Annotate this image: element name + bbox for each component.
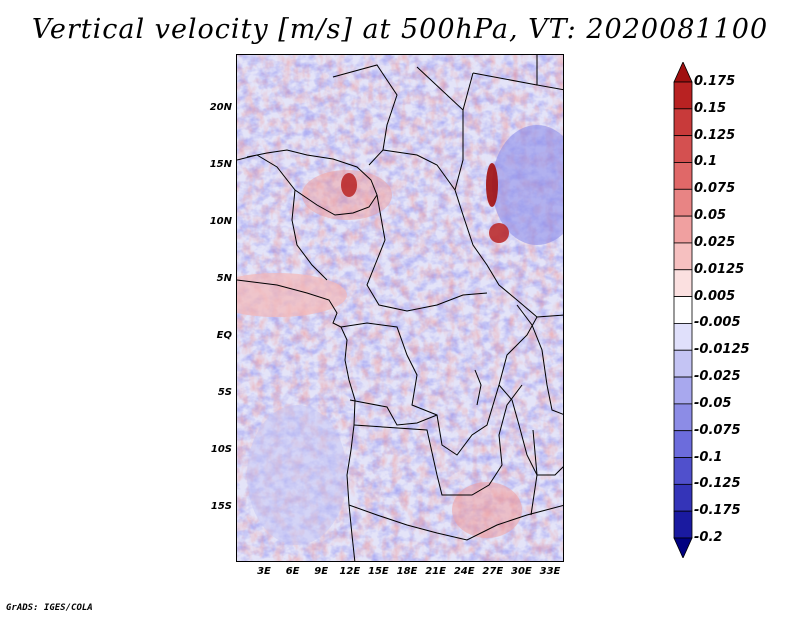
border-line: [291, 189, 328, 281]
colorbar-bottom-arrow: [673, 537, 693, 558]
ethiopia-strong-updraft: [486, 163, 498, 207]
border-line: [340, 316, 538, 456]
lon-tick-label: 12E: [339, 566, 361, 577]
lat-tick-label: 5S: [217, 387, 232, 398]
colorbar-tick-label: 0.025: [694, 234, 736, 250]
map-frame: [236, 54, 564, 562]
border-line: [382, 149, 563, 318]
colorbar-tick-label: -0.075: [694, 422, 741, 438]
colorbar-tick-label: 0.175: [694, 74, 736, 89]
colorbar-top-arrow: [673, 62, 693, 83]
lon-tick-label: 15E: [368, 566, 389, 577]
colorbar-tick-label: -0.125: [694, 476, 741, 492]
lon-tick-label: 9E: [314, 566, 329, 577]
updraft-cell: [489, 223, 509, 243]
footer-credit: GrADS: IGES/COLA: [6, 603, 93, 613]
colorbar-segment: [673, 510, 693, 539]
lat-tick-label: EQ: [216, 330, 232, 341]
lon-tick-label: 30E: [511, 566, 532, 577]
lon-tick-label: 24E: [453, 566, 475, 577]
border-line: [349, 399, 438, 426]
border-line: [516, 304, 563, 415]
colorbar: [673, 62, 693, 558]
colorbar-tick-label: -0.005: [694, 315, 741, 331]
lat-tick-label: 10N: [209, 216, 232, 227]
colorbar-segment: [673, 296, 693, 324]
border-line: [416, 66, 474, 111]
colorbar-segment: [673, 135, 693, 163]
southeast-positive: [452, 482, 522, 538]
colorbar-tick-label: 0.125: [694, 127, 736, 143]
colorbar-segment: [673, 403, 693, 432]
lat-tick-label: 10S: [210, 444, 232, 455]
colorbar-tick-label: -0.175: [694, 503, 741, 519]
colorbar-tick-label: -0.1: [694, 449, 723, 465]
colorbar-tick-label: 0.0125: [694, 261, 745, 277]
lat-tick-label: 15N: [209, 159, 232, 170]
colorbar-segment: [673, 430, 693, 458]
border-line: [332, 64, 398, 166]
ethiopia-negative: [492, 125, 563, 245]
colorbar-tick-label: 0.005: [694, 288, 736, 304]
colorbar-segment: [673, 81, 693, 110]
colorbar-segment: [673, 242, 693, 271]
colorbar-tick-label: 0.075: [694, 181, 736, 197]
lon-tick-label: 3E: [257, 566, 271, 577]
chart-title: Vertical velocity [m/s] at 500hPa, VT: 2…: [31, 14, 769, 45]
border-line: [348, 504, 563, 541]
colorbar-tick-label: -0.2: [694, 530, 723, 545]
border-line: [237, 149, 378, 216]
updraft-cell: [341, 173, 357, 197]
colorbar-segment: [673, 188, 693, 217]
colorbar-tick-label: 0.05: [694, 208, 727, 224]
colorbar-segment: [673, 457, 693, 485]
border-line: [353, 384, 523, 496]
colorbar-segment: [673, 108, 693, 137]
colorbar-tick-label: -0.05: [694, 395, 732, 411]
colorbar-segment: [673, 376, 693, 405]
lake-outline: [474, 369, 482, 406]
colorbar-segment: [673, 215, 693, 244]
equatorial-atlantic-positive: [237, 273, 347, 317]
colorbar-segment: [673, 323, 693, 351]
colorbar-tick-label: 0.1: [694, 154, 718, 170]
colorbar-tick-label: 0.15: [694, 100, 727, 116]
lat-tick-label: 5N: [216, 273, 232, 284]
coastlines-and-borders: [237, 55, 563, 561]
lon-tick-label: 27E: [482, 566, 504, 577]
colorbar-segment: [673, 162, 693, 190]
lat-tick-label: 20N: [209, 102, 232, 113]
border-line: [498, 384, 563, 476]
lon-tick-label: 6E: [285, 566, 300, 577]
lon-tick-label: 18E: [396, 566, 418, 577]
colorbar-segment: [673, 483, 693, 512]
colorbar-tick-label: -0.0125: [694, 342, 750, 358]
colorbar-tick-label: -0.025: [694, 369, 741, 385]
border-line: [366, 194, 488, 312]
lon-tick-label: 33E: [539, 566, 561, 577]
map-plot: [237, 55, 563, 561]
colorbar-segment: [673, 269, 693, 297]
colorbar-segment: [673, 349, 693, 378]
border-line: [472, 72, 538, 86]
lake-outline: [530, 429, 538, 516]
coastline: [237, 279, 356, 561]
southwest-negative: [247, 405, 347, 545]
border-line: [454, 110, 464, 191]
lat-tick-label: 15S: [210, 501, 232, 512]
lon-tick-label: 21E: [425, 566, 446, 577]
